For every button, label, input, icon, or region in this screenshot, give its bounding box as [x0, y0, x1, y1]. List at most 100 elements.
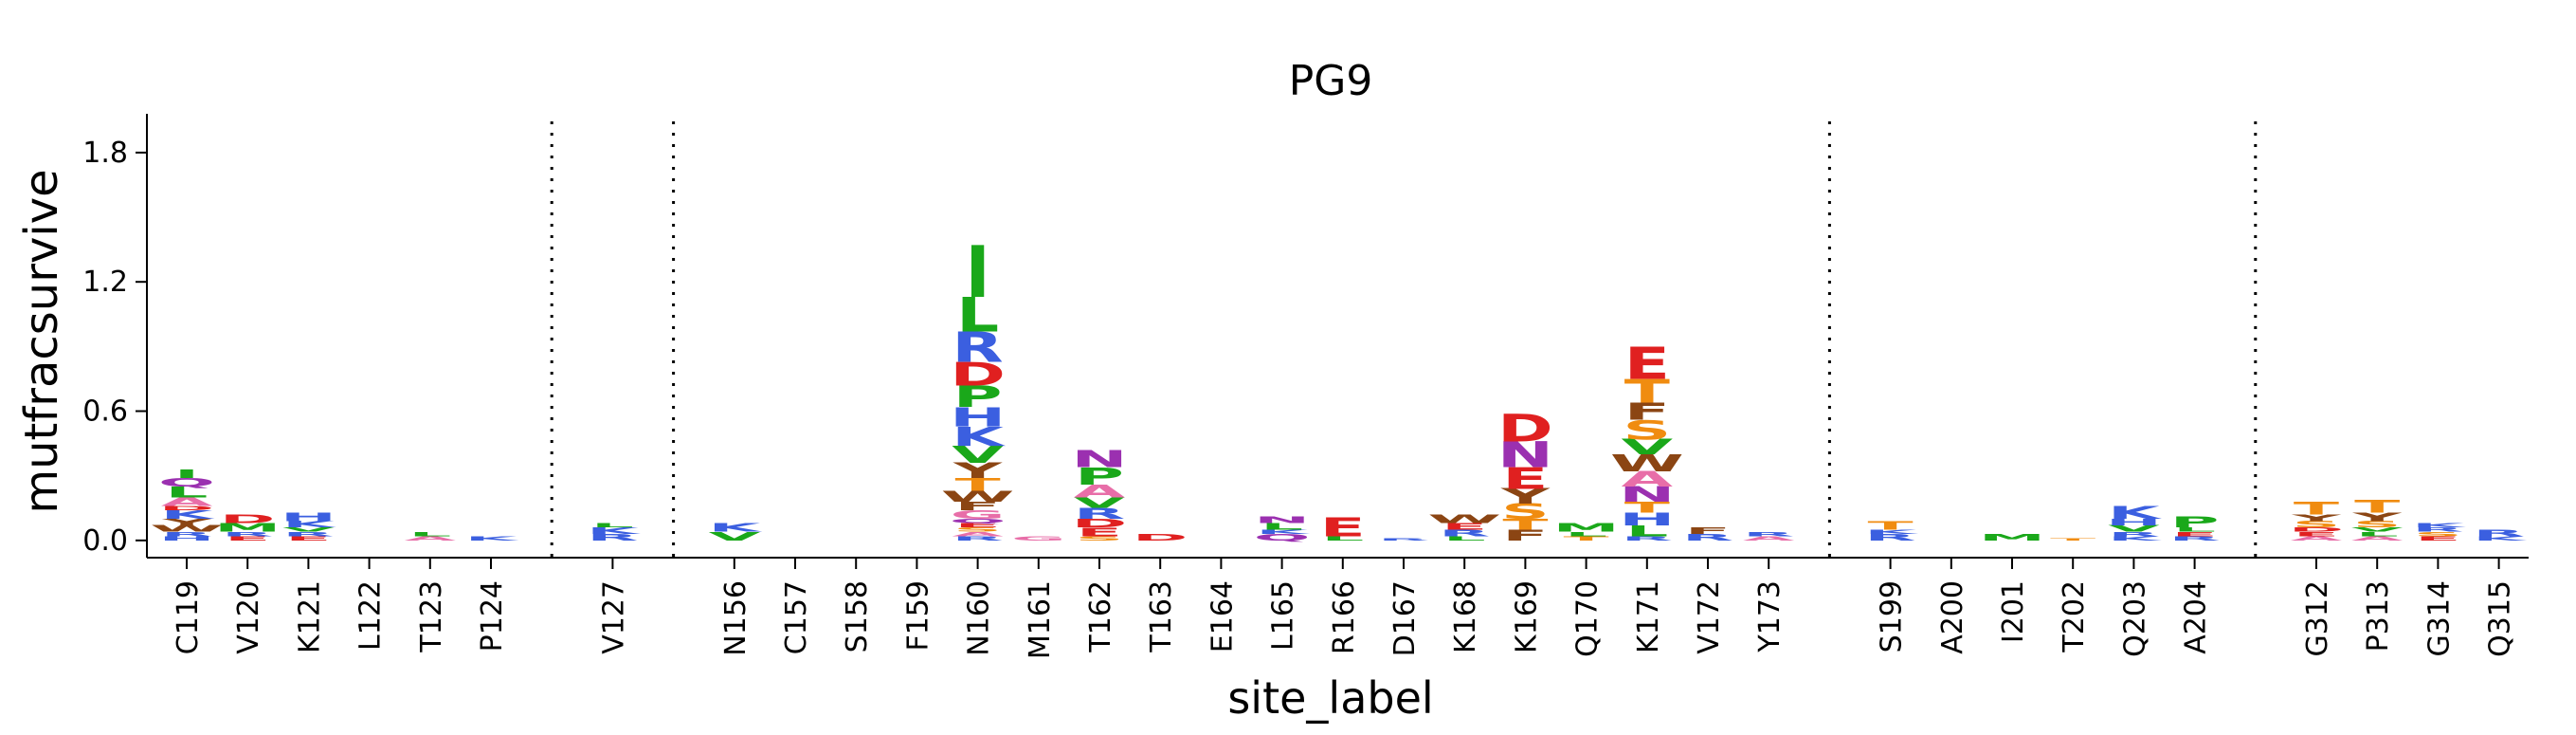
logo-letter: W	[941, 488, 1015, 505]
logo-letter: R	[1743, 530, 1794, 537]
logo-letter: K	[2473, 535, 2528, 542]
logo-letter: H	[281, 510, 336, 524]
logo-letter: M	[1552, 521, 1619, 534]
logo-letter: K	[952, 421, 1007, 452]
x-tick-label: P124	[476, 580, 509, 652]
logo-letter: E	[1502, 461, 1548, 496]
x-tick-label: I201	[1997, 580, 2030, 643]
logo-letter: R	[2108, 530, 2159, 537]
logo-letter: G	[951, 508, 1006, 522]
x-tick-label: K168	[1449, 580, 1482, 653]
logo-letter: H	[158, 535, 214, 542]
logo-letter: W	[1427, 512, 1501, 525]
logo-letter: D	[2289, 526, 2345, 533]
logo-letter: L	[591, 522, 634, 528]
logo-letter: N	[1497, 435, 1553, 476]
logo-letter: L	[1321, 535, 1364, 542]
logo-letter: A	[2351, 535, 2404, 542]
logo-letter: F	[1502, 527, 1548, 544]
logo-letter: R	[1439, 528, 1490, 539]
logo-letter: T	[1624, 374, 1670, 411]
logo-letter: L	[956, 288, 999, 343]
x-tick-label: R166	[1328, 580, 1361, 654]
logo-letter: Q	[1254, 532, 1311, 542]
logo-letter: P	[1075, 463, 1124, 490]
logo-letter: E	[954, 522, 1000, 528]
logo-letter: L	[2173, 526, 2216, 533]
x-tick-label: K171	[1632, 580, 1665, 653]
logo-letter: A	[952, 530, 1004, 537]
x-tick-label: S199	[1876, 580, 1909, 652]
logo-letter: T	[2354, 496, 2400, 517]
logo-letter: K	[1256, 528, 1311, 535]
logo-letter: I	[174, 467, 199, 480]
logo-letter: K	[587, 525, 641, 536]
y-tick-label: 0.0	[82, 524, 128, 558]
x-axis-title: site_label	[1227, 672, 1433, 724]
logo-letter: T	[1564, 535, 1609, 542]
chart-title: PG9	[1289, 57, 1373, 105]
logo-letter: G	[1011, 535, 1066, 542]
logo-letter: K	[1864, 528, 1919, 535]
x-axis-ticks: C119 V120 K121 L122 T123 P124 V127 N156 C157 S158…	[172, 558, 2517, 659]
logo-letter: L	[166, 484, 209, 501]
logo-letter: T	[2294, 499, 2339, 520]
x-tick-label: S158	[841, 580, 874, 652]
logo-letter: M	[214, 521, 281, 534]
logo-letter: R	[282, 530, 334, 537]
logo-letter: A	[2291, 535, 2343, 542]
x-tick-label: T202	[2058, 580, 2091, 653]
logo-letter: F	[954, 499, 1000, 512]
x-tick-label: N160	[963, 580, 996, 656]
logo-letter: N	[1071, 446, 1127, 473]
y-axis-ticks: 0.0 0.6 1.2 1.8	[82, 137, 147, 558]
logo-letter: V	[708, 529, 760, 542]
logo-letter: K	[708, 521, 762, 534]
logo-letter: E	[1320, 511, 1366, 542]
logo-letter: L	[1443, 535, 1486, 542]
logo-letter: E	[1442, 522, 1487, 532]
logo-letter: R	[2473, 528, 2524, 539]
x-tick-label: L165	[1267, 580, 1300, 651]
logo-letter: D	[950, 356, 1006, 393]
logo-letter: Y	[1499, 486, 1551, 509]
logo-letter: A	[1074, 481, 1126, 502]
logo-letter: E	[225, 535, 270, 542]
logo-letter: A	[1621, 468, 1673, 491]
x-tick-label: F159	[901, 580, 934, 652]
logo-letter: L	[2356, 530, 2399, 537]
logo-letter: V	[282, 526, 335, 533]
logo-letter: A	[404, 535, 456, 542]
x-tick-label: N156	[719, 580, 753, 656]
logo-letter: D	[159, 505, 215, 511]
logo-letter: M	[1979, 532, 2045, 542]
logo-letter: K	[2108, 503, 2162, 524]
logo-letter: T	[1868, 519, 1914, 532]
logo-letter: R	[587, 532, 638, 542]
logo-letter: T	[955, 475, 1001, 496]
logo-letter: E	[2294, 530, 2339, 537]
x-tick-label: Q203	[2118, 580, 2151, 657]
logo-letter: W	[1610, 450, 1684, 478]
logo-letter: V	[1621, 435, 1673, 459]
logo-letter: K	[282, 519, 336, 529]
logo-letter: Q	[158, 475, 215, 488]
x-tick-label: L122	[354, 580, 388, 651]
logo-letter: S	[2353, 519, 2402, 529]
x-tick-label: C157	[780, 580, 813, 654]
logo-letter: V	[952, 441, 1004, 469]
x-tick-label: M161	[1024, 580, 1057, 659]
logo-letter: F	[1685, 525, 1731, 536]
x-tick-label: V120	[232, 580, 265, 654]
logo-letter: R	[1378, 538, 1429, 542]
logo-letter: V	[1074, 495, 1126, 512]
logo-letter: K	[2108, 535, 2163, 542]
logo-letter: N	[1619, 483, 1675, 506]
logo-letter: H	[950, 401, 1006, 432]
logo-letter: K	[2412, 522, 2467, 528]
logo-letter: D	[1497, 406, 1553, 450]
logo-letter: R	[1074, 505, 1125, 523]
logo-letter: S	[2414, 530, 2462, 537]
x-tick-label: G312	[2301, 580, 2334, 657]
